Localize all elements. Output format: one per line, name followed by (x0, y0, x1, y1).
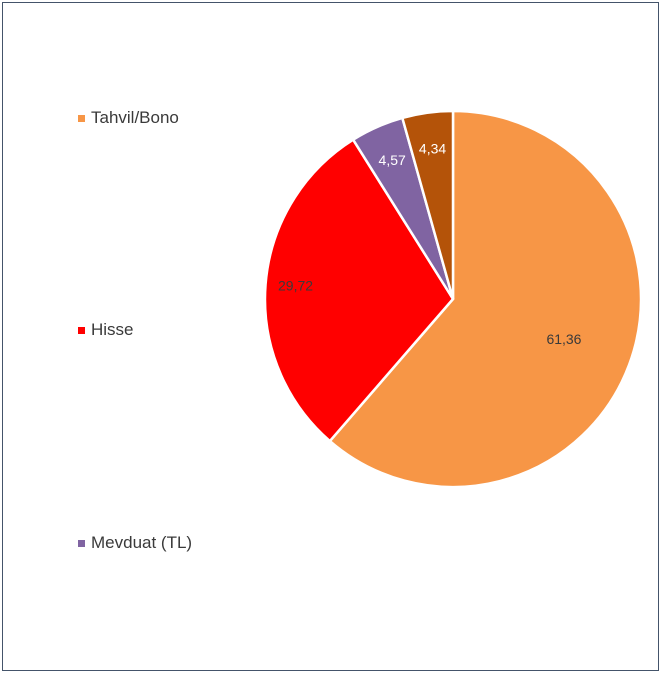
pie-slice-other (401, 109, 455, 301)
pie-slice-hisse (263, 138, 455, 443)
legend-label-tahvil-bono: Tahvil/Bono (91, 108, 179, 127)
legend-item-mevduat: Mevduat (TL) (78, 533, 192, 553)
legend-swatch-hisse (78, 326, 85, 334)
pie-slice-data-label: 29,72 (278, 278, 313, 294)
pie-slice-data-label: 61,36 (546, 331, 581, 347)
pie-slice-tahvil-bono (328, 109, 643, 489)
pie-slice-data-label: 4,34 (419, 141, 446, 157)
legend-label-mevduat: Mevduat (TL) (91, 533, 193, 552)
legend-swatch-mevduat (78, 539, 85, 547)
legend-item-hisse: Hisse (78, 320, 134, 340)
pie-slice-data-label: 4,57 (379, 152, 406, 168)
legend-item-tahvil-bono: Tahvil/Bono (78, 108, 179, 128)
legend-swatch-tahvil-bono (78, 114, 85, 122)
legend-label-hisse: Hisse (91, 320, 134, 339)
